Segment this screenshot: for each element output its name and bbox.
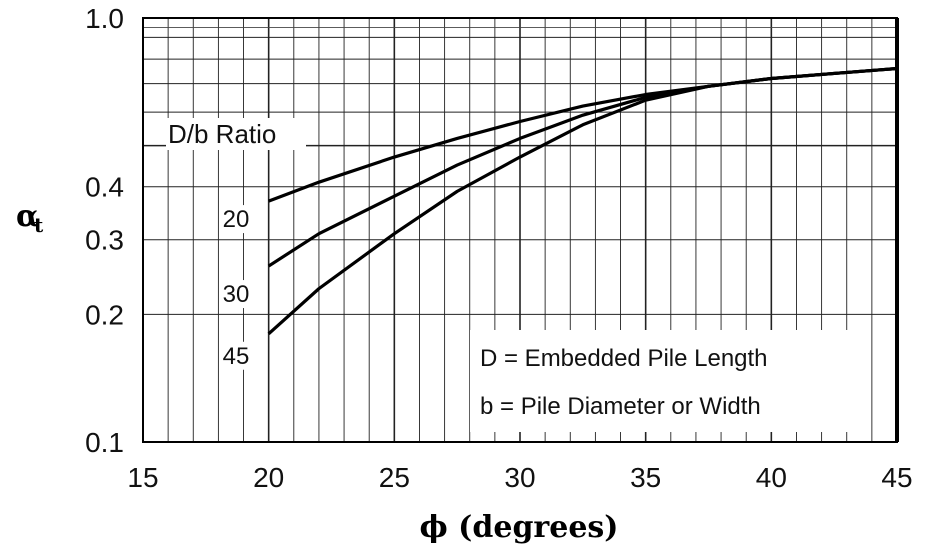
series-line-20 — [268, 66, 898, 203]
y-tick-label: 0.1 — [85, 427, 124, 458]
y-axis-title: α — [16, 199, 39, 234]
curve-label-20: 20 — [223, 206, 250, 233]
legend-title: D/b Ratio — [168, 119, 276, 149]
plot-frame — [142, 17, 899, 443]
x-tick-label: 20 — [253, 462, 284, 493]
x-tick-label: 30 — [504, 462, 535, 493]
curve-label-bg — [220, 280, 257, 309]
series-line-45 — [267, 66, 898, 335]
x-tick-label: 40 — [756, 462, 787, 493]
x-tick-labels: 15 20 25 30 35 40 45 — [127, 462, 912, 493]
y-axis-title-subscript: t — [34, 213, 44, 237]
annotation-b: b = Pile Diameter or Width — [480, 393, 761, 420]
y-tick-label: 0.4 — [85, 172, 124, 203]
y-tick-label: 0.2 — [85, 299, 124, 330]
annotation-d: D = Embedded Pile Length — [480, 345, 768, 372]
curve-label-30: 30 — [223, 281, 250, 308]
x-tick-label: 15 — [127, 462, 158, 493]
x-tick-label: 35 — [630, 462, 661, 493]
annotation-box — [470, 330, 862, 432]
curve-labels: 20 30 45 — [220, 205, 257, 370]
y-tick-label: 1.0 — [85, 3, 124, 34]
x-axis-title: ϕ (degrees) — [420, 510, 619, 545]
curve-label-bg — [220, 205, 257, 234]
legend-title-bg — [166, 118, 306, 150]
curve-label-45: 45 — [223, 343, 250, 370]
x-tick-label: 25 — [379, 462, 410, 493]
curve-label-bg — [220, 341, 257, 370]
curves — [267, 66, 898, 335]
x-tick-label: 45 — [881, 462, 912, 493]
y-tick-label: 0.3 — [85, 225, 124, 256]
y-tick-labels: 1.0 0.4 0.3 0.2 0.1 — [85, 3, 124, 458]
